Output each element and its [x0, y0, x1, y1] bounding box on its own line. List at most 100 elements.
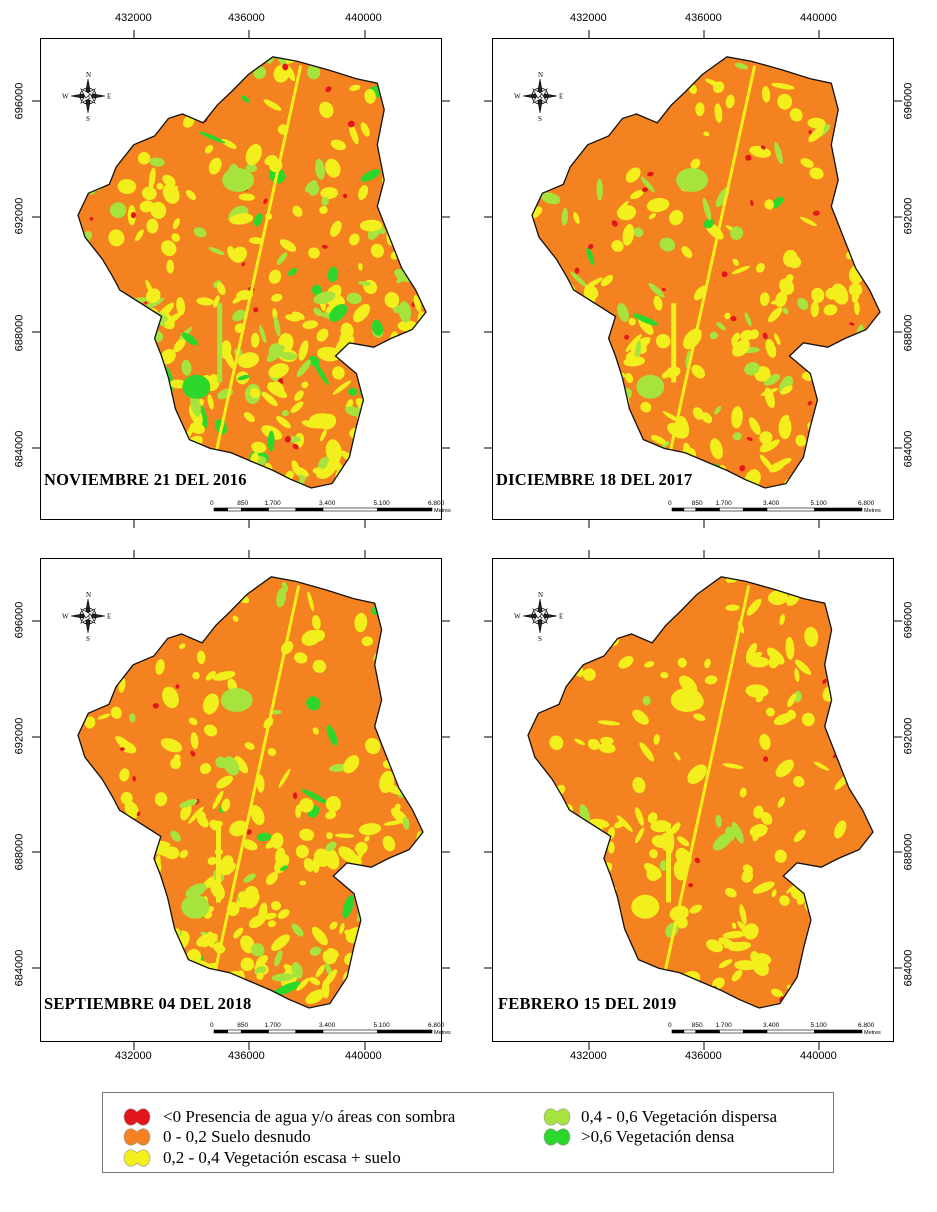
pixel-cluster-sparse	[381, 84, 392, 91]
compass-rose-icon: N S E W	[62, 71, 111, 123]
pixel-cluster-sparse	[108, 292, 121, 306]
pixel-cluster-sparse	[240, 935, 255, 954]
pixel-cluster-sparse	[325, 796, 342, 812]
pixel-cluster-sparse	[96, 448, 116, 455]
pixel-cluster-sparse	[854, 999, 867, 1008]
pixel-cluster-dispersed	[122, 576, 133, 580]
x-tick-top: 436000	[685, 12, 722, 24]
pixel-cluster-water	[822, 678, 827, 684]
pixel-cluster-sparse	[163, 846, 180, 860]
pixel-cluster-sparse	[305, 989, 325, 1005]
pixel-cluster-dense	[253, 213, 263, 227]
pixel-cluster-sparse	[818, 947, 828, 953]
pixel-cluster-sparse	[564, 452, 577, 465]
pixel-cluster-sparse	[406, 771, 423, 786]
pixel-cluster-sparse	[528, 972, 534, 982]
pixel-cluster-dispersed	[81, 411, 102, 428]
municipality-outline	[527, 576, 874, 1009]
pixel-cluster-dense	[272, 981, 302, 996]
swatch-shape	[543, 1128, 571, 1146]
pixel-cluster-sparse	[752, 881, 775, 894]
pixel-cluster-sparse	[339, 330, 353, 344]
pixel-cluster-dense	[703, 218, 715, 229]
pixel-cluster-sparse	[158, 414, 178, 433]
pixel-cluster-sparse	[651, 474, 665, 488]
pixel-cluster-dispersed	[313, 307, 323, 317]
pixel-cluster-dispersed	[358, 281, 372, 286]
pixel-cluster-dispersed	[371, 996, 381, 1006]
pixel-cluster-sparse	[547, 136, 558, 148]
pixel-cluster-sparse	[718, 937, 735, 948]
pixel-cluster-sparse	[562, 367, 578, 385]
pixel-cluster-sparse	[245, 143, 262, 166]
scale-segment	[240, 1029, 269, 1034]
pixel-cluster-sparse	[598, 933, 616, 950]
pixel-cluster-dispersed	[78, 827, 89, 843]
pixel-cluster-sparse	[244, 742, 255, 750]
pixel-cluster-dispersed	[817, 437, 840, 454]
pixel-cluster-sparse	[693, 713, 706, 722]
pixel-cluster-dispersed	[785, 582, 803, 592]
x-tick-top: 440000	[800, 12, 837, 24]
pixel-cluster-sparse	[338, 846, 359, 864]
pixel-cluster-sparse	[78, 689, 94, 705]
pixel-cluster-sparse	[250, 332, 260, 348]
municipality-area	[78, 56, 426, 489]
pixel-cluster-sparse	[84, 306, 96, 329]
pixel-cluster-sparse	[622, 224, 635, 246]
pixel-cluster-water	[402, 914, 409, 922]
pixel-cluster-water	[601, 373, 608, 380]
pixel-cluster-dense	[237, 374, 250, 381]
pixel-cluster-sparse	[774, 849, 787, 863]
date-label: FEBRERO 15 DEL 2019	[498, 994, 677, 1013]
pixel-cluster-sparse	[808, 127, 824, 143]
pixel-cluster-dispersed	[148, 72, 160, 87]
pixel-cluster-sparse	[116, 379, 128, 400]
pixel-cluster-sparse	[742, 864, 753, 874]
scale-label: 5.100	[374, 1022, 391, 1029]
pixel-cluster-sparse	[229, 213, 254, 225]
pixel-cluster-sparse	[657, 614, 665, 624]
pixel-cluster-sparse	[639, 742, 655, 762]
pixel-cluster-dense	[301, 789, 329, 805]
pixel-cluster-sparse	[635, 807, 644, 826]
legend-label: >0,6 Vegetación densa	[581, 1127, 735, 1146]
pixel-cluster-dispersed	[586, 934, 604, 950]
pixel-cluster-water	[387, 625, 393, 630]
pixel-cluster-sparse	[109, 943, 118, 965]
pixel-cluster-sparse	[343, 755, 360, 774]
pixel-cluster-sparse	[364, 88, 376, 104]
pixel-cluster-dispersed	[321, 196, 329, 206]
x-tick-top: 440000	[345, 12, 382, 24]
x-tick-bottom: 432000	[115, 1050, 152, 1062]
pixel-cluster-water	[284, 436, 292, 443]
pixel-cluster-sparse	[144, 986, 155, 991]
pixel-cluster-sparse	[380, 56, 396, 59]
pixel-cluster-sparse	[329, 921, 338, 930]
scale-segment	[766, 1029, 815, 1034]
pixel-cluster-dispersed	[228, 474, 248, 487]
pixel-cluster-water	[661, 287, 666, 292]
pixel-cluster-sparse	[202, 693, 219, 715]
pixel-cluster-sparse	[663, 576, 678, 584]
pixel-cluster-sparse	[136, 309, 147, 325]
pixel-cluster-dispersed	[101, 417, 111, 424]
pixel-cluster-water	[413, 785, 420, 792]
pixel-cluster-sparse	[649, 849, 658, 859]
pixel-cluster-sparse	[706, 939, 724, 953]
municipality-area	[528, 576, 873, 1008]
pixel-cluster-sparse	[156, 182, 164, 190]
pixel-cluster-dispersed	[192, 56, 201, 58]
pixel-cluster-sparse	[653, 295, 663, 311]
pixel-cluster-sparse	[409, 647, 417, 670]
pixel-cluster-dense	[287, 267, 298, 277]
pixel-cluster-dispersed	[793, 690, 802, 703]
pixel-cluster-sparse	[694, 985, 702, 1002]
pixel-cluster-sparse	[598, 742, 616, 754]
scale-segment	[295, 507, 324, 512]
pixel-cluster-sparse	[249, 387, 260, 399]
pixel-cluster-sparse	[799, 438, 807, 446]
pixel-cluster-sparse	[753, 805, 764, 819]
pixel-cluster-sparse	[208, 157, 222, 175]
pixel-cluster-sparse	[704, 675, 718, 685]
